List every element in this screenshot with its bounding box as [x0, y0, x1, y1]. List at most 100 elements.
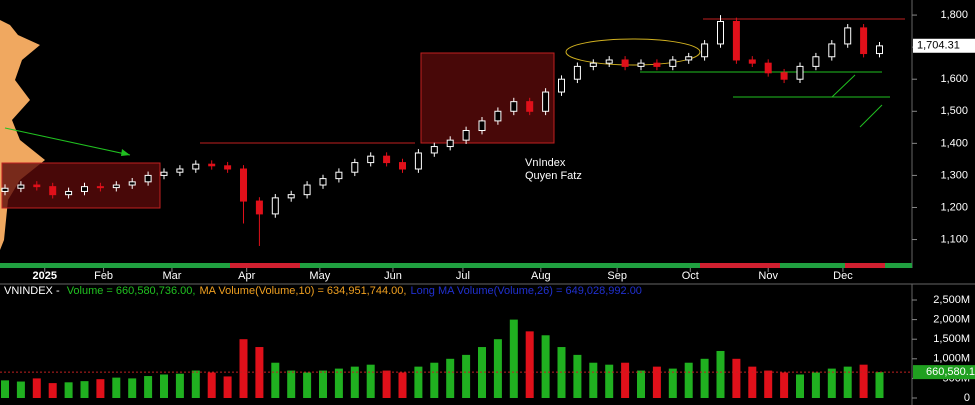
- candle-body: [637, 62, 645, 67]
- candle-body: [510, 101, 518, 112]
- month-strip: [230, 263, 300, 268]
- y-tick-label: 1,300: [940, 169, 968, 181]
- volume-bar: [160, 374, 168, 398]
- y-tick-label: 1,100: [940, 233, 968, 245]
- candle-body: [653, 62, 661, 67]
- candle-body: [255, 200, 263, 215]
- volume-bar: [32, 378, 41, 398]
- candle-body: [17, 184, 25, 189]
- y-tick-label: 1,800: [940, 9, 968, 21]
- y-tick-label: 2,500M: [933, 294, 970, 306]
- candle-body: [351, 162, 359, 173]
- volume-bar: [668, 368, 677, 398]
- candle-body: [367, 155, 375, 164]
- volume-bar: [748, 366, 757, 398]
- candle-body: [383, 155, 391, 164]
- candle-body: [542, 91, 550, 112]
- volume-bar: [287, 370, 296, 398]
- candle-body: [271, 197, 279, 215]
- candle-body: [112, 184, 120, 189]
- arrow-head: [121, 149, 130, 156]
- volume-bar: [700, 358, 709, 398]
- candle-body: [49, 186, 57, 196]
- volume-bar: [271, 362, 280, 398]
- volume-bar: [605, 364, 614, 398]
- volume-bar: [16, 381, 25, 398]
- volume-bar: [716, 350, 725, 398]
- candle-body: [176, 168, 184, 173]
- y-tick-label: 1,000M: [933, 353, 970, 365]
- candle-body: [748, 59, 756, 64]
- volume-bar: [255, 347, 264, 398]
- candle-body: [224, 165, 232, 170]
- volume-bar: [334, 368, 343, 398]
- candle-body: [319, 178, 327, 186]
- y-tick-label: 2,000M: [933, 314, 970, 326]
- y-tick-label: 1,600: [940, 73, 968, 85]
- candle-body: [462, 130, 470, 141]
- volume-bar: [493, 339, 502, 398]
- volume-bar: [48, 383, 57, 398]
- annotation: Quyen Fatz: [525, 170, 582, 182]
- volume-bar: [128, 378, 137, 398]
- arrow: [831, 74, 856, 98]
- month-strip: [0, 263, 912, 268]
- volume-bar: [859, 364, 868, 398]
- volume-legend: VNINDEX - Volume = 660,580,736.00, MA Vol…: [4, 285, 642, 297]
- candle-body: [828, 43, 836, 58]
- candle-body: [65, 190, 73, 196]
- ellipse: [565, 38, 701, 66]
- last-price-badge: [913, 38, 975, 53]
- x-tick-label: Oct: [682, 270, 699, 282]
- candle-body: [208, 163, 216, 167]
- y-tick-label: 0: [964, 392, 970, 404]
- candle-body: [414, 152, 422, 170]
- candle-body: [144, 174, 152, 183]
- volume-bar: [319, 370, 327, 398]
- volume-bar: [827, 368, 836, 398]
- volume-bar: [207, 372, 216, 398]
- candle-body: [128, 181, 136, 186]
- arrow: [4, 127, 131, 156]
- y-tick-label: 1,500M: [933, 333, 970, 345]
- candle-body: [33, 184, 41, 188]
- candle-body: [494, 110, 502, 122]
- volume-bar: [764, 370, 773, 398]
- x-tick-label: Jul: [456, 270, 470, 282]
- volume-bar: [780, 372, 789, 398]
- candle-body: [621, 59, 629, 67]
- month-strip: [845, 263, 885, 268]
- x-tick-label: Mar: [162, 270, 181, 282]
- volume-bar: [350, 366, 359, 398]
- candle-body: [399, 162, 406, 170]
- candle-body: [605, 59, 613, 64]
- candle-body: [81, 186, 88, 192]
- legend-entry: Volume = 660,580,736.00,: [67, 285, 196, 297]
- last-price-label: 1,704.31: [917, 40, 960, 52]
- volume-bar: [414, 366, 423, 398]
- volume-bar: [191, 370, 200, 398]
- volume-bar: [637, 370, 645, 398]
- candle-body: [732, 20, 740, 61]
- x-tick-label: Sep: [607, 270, 627, 282]
- volume-bar: [589, 362, 598, 398]
- x-tick-label: Jun: [384, 270, 402, 282]
- volume-bar: [144, 376, 153, 398]
- candle-body: [335, 171, 343, 180]
- annotation: VnIndex: [525, 157, 566, 169]
- volume-bar: [96, 379, 105, 398]
- volume-bar: [621, 362, 630, 398]
- candle-body: [303, 184, 311, 196]
- x-tick-label: May: [309, 270, 330, 282]
- x-tick-label: Feb: [94, 270, 113, 282]
- y-tick-label: 1,200: [940, 201, 968, 213]
- candle-body: [430, 146, 438, 154]
- candle-body: [669, 59, 677, 67]
- volume-bar: [223, 376, 232, 398]
- last-volume-label: 660,580.1: [926, 366, 975, 378]
- volume-bar: [684, 362, 693, 398]
- volume-bar: [80, 381, 89, 398]
- candle-body: [717, 20, 724, 45]
- candle-body: [478, 120, 486, 132]
- candle-body: [192, 163, 200, 170]
